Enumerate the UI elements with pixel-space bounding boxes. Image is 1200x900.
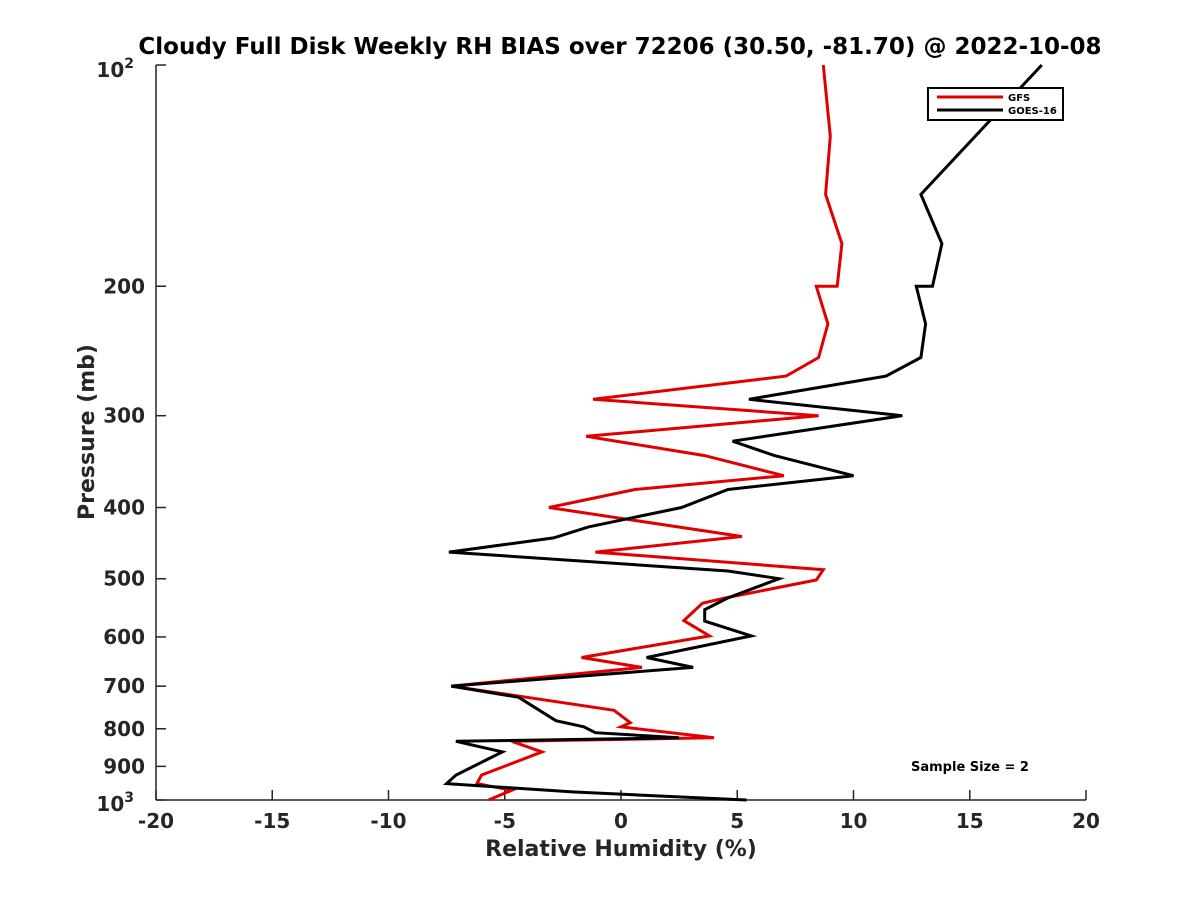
series-group [442,63,1043,802]
x-tick-label: -5 [494,809,516,833]
y-tick-label: 200 [103,274,145,298]
x-axis-label: Relative Humidity (%) [485,837,757,862]
y-tick-label: 300 [103,404,145,428]
x-tick-label: 10 [840,809,868,833]
x-tick-label: 5 [730,809,744,833]
y-tick-label: 900 [103,754,145,778]
x-tick-label: 15 [956,809,984,833]
axes: -20 -15 -10 -5 0 5 10 15 20 200 300 400 500 600 700 80… [103,64,1100,833]
sample-size-annotation: Sample Size = 2 [911,760,1029,775]
chart-title: Cloudy Full Disk Weekly RH BIAS over 722… [138,34,1101,60]
series-line-gfs [451,64,844,802]
legend-label-gfs: GFS [1008,93,1030,104]
x-ticks: -20 -15 -10 -5 0 5 10 15 20 [138,790,1100,833]
legend: GFS GOES-16 [927,87,1064,121]
series-line-goes16 [442,63,1043,802]
y-tick-label-100: 102 [96,56,134,82]
y-ticks: 200 300 400 500 600 700 800 900 [103,64,166,801]
y-tick-base-top: 10 [96,58,124,82]
x-tick-label: -20 [138,809,174,833]
y-tick-exp-top: 2 [124,56,134,72]
y-tick-label: 400 [103,496,145,520]
x-tick-label: 0 [614,809,628,833]
y-tick-base-bottom: 10 [96,792,124,816]
y-tick-exp-bottom: 3 [124,790,134,806]
y-tick-label: 500 [103,567,145,591]
x-tick-label: -15 [254,809,290,833]
y-axis-label: Pressure (mb) [75,344,100,520]
legend-box [927,87,1064,121]
y-tick-label: 800 [103,717,145,741]
y-tick-label: 700 [103,674,145,698]
y-extreme-labels: 102 103 [96,56,134,816]
x-tick-label: -10 [370,809,406,833]
x-tick-label: 20 [1072,809,1100,833]
legend-label-goes16: GOES-16 [1008,106,1057,117]
y-tick-label-1000: 103 [96,790,134,816]
y-tick-label: 600 [103,625,145,649]
